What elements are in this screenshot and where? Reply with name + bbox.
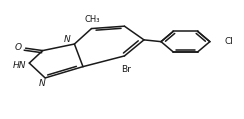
Text: Br: Br xyxy=(121,65,131,74)
Text: HN: HN xyxy=(12,61,26,70)
Text: N: N xyxy=(39,79,45,88)
Text: O: O xyxy=(15,42,22,52)
Text: CH₃: CH₃ xyxy=(85,15,101,24)
Text: N: N xyxy=(64,35,71,44)
Text: Cl: Cl xyxy=(224,37,233,46)
